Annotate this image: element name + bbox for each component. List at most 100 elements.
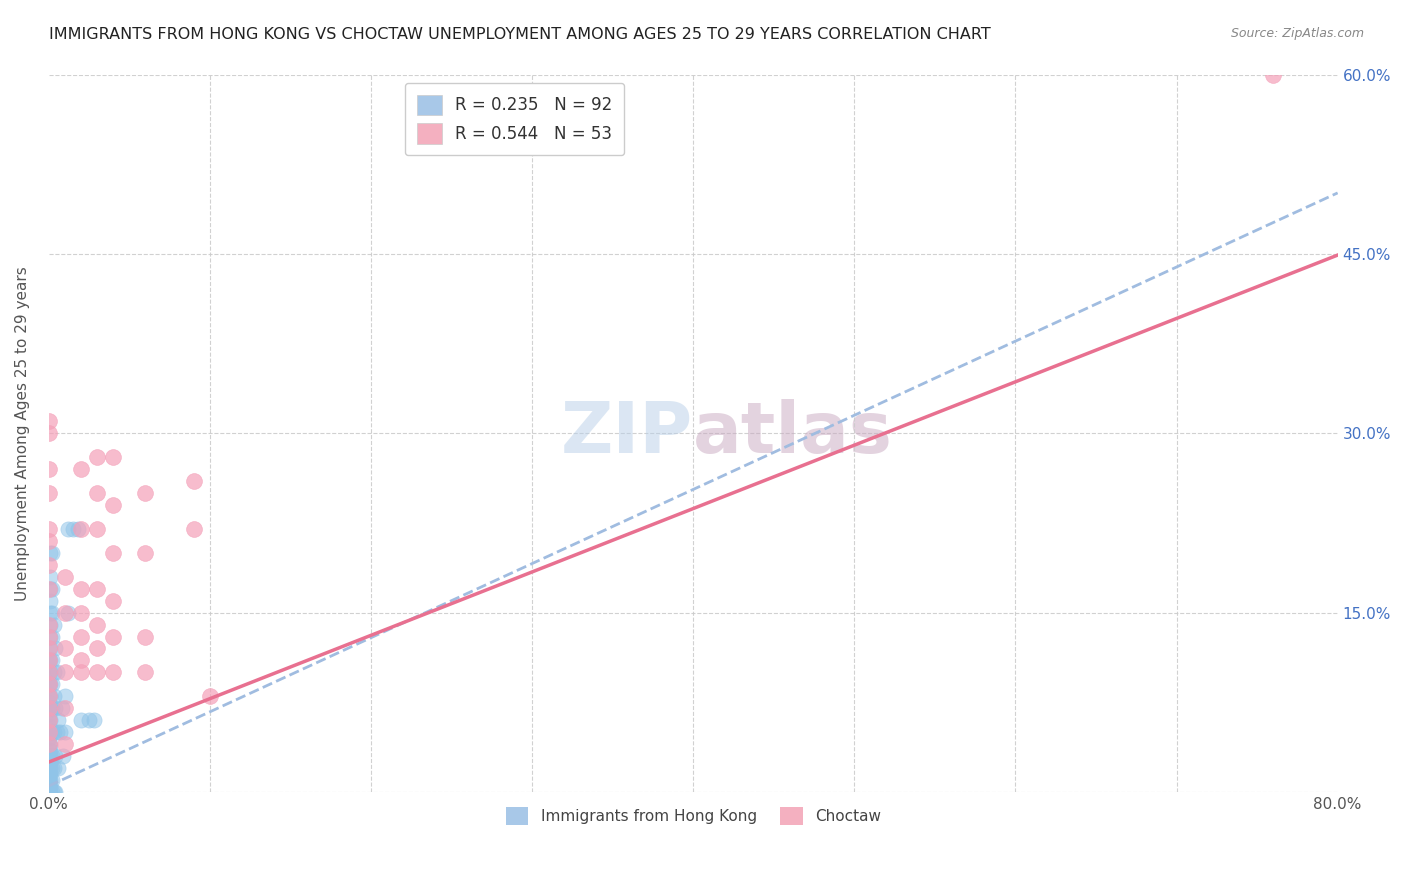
Point (41, 677, 63, 691)
Point (53, 725, 76, 739)
Point (41, 772, 63, 787)
Point (86, 486, 108, 500)
Point (134, 665, 156, 680)
Point (39, 665, 62, 680)
Point (103, 630, 125, 644)
Point (53, 690, 76, 704)
Point (38, 695, 60, 709)
Point (45, 665, 67, 680)
Point (38, 522, 60, 536)
Point (38, 737, 60, 751)
Point (39, 725, 62, 739)
Point (103, 498, 125, 512)
Point (38, 582, 60, 596)
Point (41, 785, 63, 799)
Point (41, 630, 63, 644)
Point (38, 641, 60, 656)
Point (134, 546, 156, 560)
Point (39, 546, 62, 560)
Point (38, 653, 60, 667)
Point (38, 665, 60, 680)
Point (39, 641, 62, 656)
Text: atlas: atlas (693, 399, 893, 467)
Point (38, 630, 60, 644)
Point (103, 665, 125, 680)
Point (39, 713, 62, 727)
Point (183, 474, 205, 488)
Point (41, 546, 63, 560)
Point (39, 617, 62, 632)
Point (41, 653, 63, 667)
Point (39, 677, 62, 691)
Point (183, 522, 205, 536)
Point (38, 771, 60, 785)
Point (38, 749, 60, 764)
Point (70, 582, 93, 596)
Point (39, 737, 62, 751)
Point (38, 414, 60, 428)
Point (38, 785, 60, 799)
Point (41, 761, 63, 775)
Point (62, 522, 84, 536)
Point (38, 785, 60, 799)
Point (45, 725, 67, 739)
Point (38, 785, 60, 799)
Point (53, 570, 76, 584)
Point (41, 725, 63, 739)
Point (53, 701, 76, 715)
Point (198, 690, 221, 704)
Point (66, 522, 89, 536)
Point (70, 665, 93, 680)
Point (38, 677, 60, 691)
Point (38, 785, 60, 799)
Point (38, 755, 60, 769)
Point (38, 761, 60, 775)
Point (38, 462, 60, 476)
Point (39, 749, 62, 764)
Point (38, 558, 60, 572)
Point (38, 779, 60, 793)
Point (41, 582, 63, 596)
Point (38, 665, 60, 680)
Point (86, 641, 108, 656)
Point (38, 785, 60, 799)
Point (56, 606, 79, 620)
Point (38, 785, 60, 799)
Point (38, 701, 60, 715)
Text: IMMIGRANTS FROM HONG KONG VS CHOCTAW UNEMPLOYMENT AMONG AGES 25 TO 29 YEARS CORR: IMMIGRANTS FROM HONG KONG VS CHOCTAW UNE… (49, 27, 991, 42)
Point (38, 617, 60, 632)
Point (51, 701, 73, 715)
Point (70, 462, 93, 476)
Point (103, 450, 125, 465)
Point (38, 426, 60, 441)
Y-axis label: Unemployment Among Ages 25 to 29 years: Unemployment Among Ages 25 to 29 years (15, 266, 30, 600)
Point (38, 677, 60, 691)
Point (38, 701, 60, 715)
Point (39, 755, 62, 769)
Point (42, 785, 65, 799)
Point (41, 606, 63, 620)
Point (42, 665, 65, 680)
Point (38, 785, 60, 799)
Point (38, 743, 60, 757)
Point (52, 749, 75, 764)
Point (39, 701, 62, 715)
Point (86, 665, 108, 680)
Point (103, 593, 125, 607)
Point (86, 617, 108, 632)
Point (53, 665, 76, 680)
Point (39, 606, 62, 620)
Point (44, 785, 66, 799)
Point (39, 761, 62, 775)
Point (39, 743, 62, 757)
Point (39, 767, 62, 781)
Point (38, 719, 60, 733)
Point (44, 749, 66, 764)
Point (38, 785, 60, 799)
Point (38, 725, 60, 739)
Point (42, 690, 65, 704)
Point (70, 630, 93, 644)
Point (39, 630, 62, 644)
Point (38, 767, 60, 781)
Point (86, 450, 108, 465)
